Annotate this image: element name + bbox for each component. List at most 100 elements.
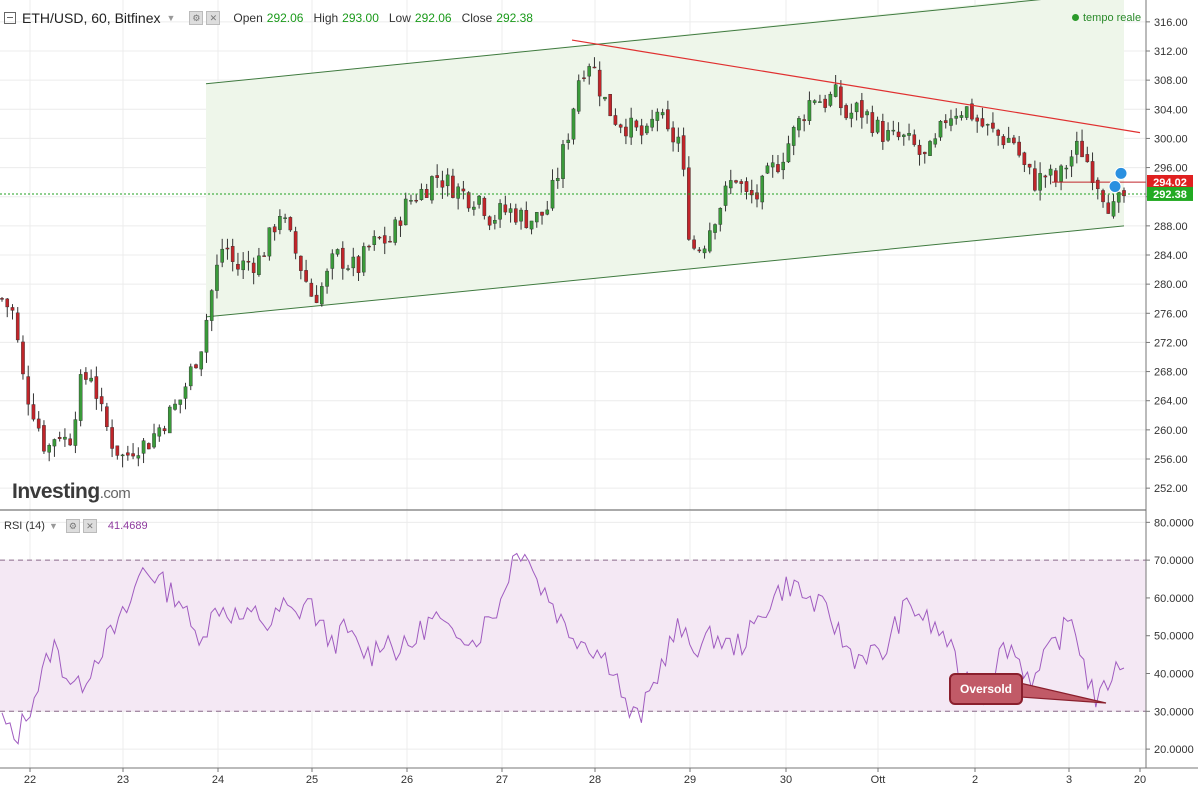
candle-body (582, 77, 586, 79)
candle-body (896, 131, 901, 138)
time-tick-label: 22 (24, 774, 36, 786)
candle-body (1033, 168, 1037, 191)
candle-body (718, 207, 723, 225)
candle-body (503, 204, 508, 213)
symbol-title[interactable]: ETH/USD, 60, Bitfinex (22, 10, 161, 26)
price-tag-bg (1147, 174, 1193, 189)
candle-body (89, 377, 93, 382)
candle-body (241, 260, 245, 271)
candle-body (576, 80, 581, 112)
candle-body (723, 185, 728, 206)
rsi-tick-label: 60.0000 (1154, 593, 1194, 605)
candle-body (215, 264, 219, 291)
time-tick-label: Ott (871, 774, 886, 786)
candle-body (477, 195, 481, 205)
candle-body (173, 403, 177, 410)
candle-body (47, 445, 51, 453)
candle-body (692, 239, 696, 249)
candle-body (760, 175, 765, 203)
realtime-indicator: tempo reale (1072, 12, 1141, 24)
candle-body (120, 454, 125, 457)
rsi-label[interactable]: RSI (14) (4, 520, 45, 532)
resistance-trendline (571, 39, 1141, 134)
candle-body (1101, 190, 1105, 203)
logo-domain: .com (99, 485, 131, 502)
candle-body (183, 386, 188, 399)
chevron-down-icon[interactable]: ▼ (166, 13, 176, 23)
time-tick-label: 23 (117, 774, 129, 786)
candle-body (456, 186, 460, 199)
candle-body (618, 124, 623, 128)
candle-body (508, 208, 513, 213)
candle-body (393, 219, 398, 243)
rsi-tick-label: 70.0000 (1154, 555, 1194, 567)
candle-body (592, 66, 597, 69)
time-tick-label: 27 (496, 774, 508, 786)
candle-body (786, 143, 791, 163)
candle-body (498, 203, 502, 220)
candle-body (1122, 190, 1126, 197)
candle-body (1080, 140, 1084, 158)
candle-body (84, 372, 88, 380)
close-icon[interactable]: ✕ (206, 11, 221, 25)
candle-body (230, 246, 235, 262)
candle-body (545, 209, 550, 215)
candle-body (293, 231, 298, 254)
candle-body (136, 455, 141, 459)
candle-body (655, 111, 660, 121)
candle-body (1116, 192, 1121, 203)
time-axis[interactable]: 22 23 24 25 26 27 28 29 30 Ott 2 3 20 (24, 768, 1146, 786)
candle-body (1048, 168, 1053, 176)
uptrend-channel (206, 0, 1124, 317)
candle-body (912, 134, 917, 145)
candle-body (346, 268, 350, 270)
candle-body (209, 290, 214, 321)
candle-body (776, 164, 780, 173)
candle-body (267, 227, 272, 257)
candle-body (440, 180, 445, 188)
candle-body (141, 440, 146, 454)
settings-icon[interactable]: ⚙ (189, 11, 204, 25)
oversold-callout[interactable]: Oversold (949, 673, 1023, 705)
candle-body (220, 248, 225, 263)
candle-body (1059, 165, 1063, 182)
candle-body (860, 100, 864, 118)
candle-body (519, 209, 523, 222)
candle-body (435, 175, 439, 178)
candle-body (57, 437, 62, 439)
candle-body (236, 263, 240, 270)
candle-body (671, 127, 675, 143)
candle-body (943, 120, 948, 124)
candle-body (36, 418, 41, 429)
rsi-settings-icon[interactable]: ⚙ (65, 519, 80, 533)
candle-body (403, 198, 408, 226)
logo-brand: Investing (12, 480, 100, 503)
collapse-icon[interactable] (4, 12, 16, 24)
candle-body (839, 86, 843, 109)
price-tick-label: 272.00 (1154, 337, 1188, 349)
candle-body (687, 167, 691, 240)
candle-body (1017, 141, 1021, 156)
candle-body (645, 125, 649, 134)
candle-body (409, 200, 413, 202)
flag-icon (1108, 180, 1122, 194)
rsi-close-icon[interactable]: ✕ (82, 519, 97, 533)
flag-markers[interactable] (1108, 166, 1128, 194)
candle-body (246, 260, 251, 263)
candle-body (126, 452, 130, 456)
time-tick-label: 30 (780, 774, 792, 786)
price-tag-label: 294.02 (1153, 177, 1187, 189)
candle-body (566, 139, 571, 143)
rsi-tick-label: 30.0000 (1154, 706, 1194, 718)
time-tick-label: 29 (684, 774, 696, 786)
price-tick-label: 304.00 (1154, 104, 1188, 116)
candle-body (875, 119, 880, 133)
price-axis[interactable]: 316.00 312.00 308.00 304.00 300.00 296.00 292.… (1146, 17, 1188, 495)
rsi-chevron-down-icon[interactable]: ▼ (48, 521, 58, 531)
price-tick-label: 264.00 (1154, 396, 1188, 408)
candle-body (891, 129, 896, 132)
rsi-axis[interactable]: 80.0000 70.0000 60.0000 50.0000 40.0000 30.00… (1146, 517, 1194, 756)
candle-body (325, 270, 329, 287)
rsi-tick-label: 50.0000 (1154, 631, 1194, 643)
